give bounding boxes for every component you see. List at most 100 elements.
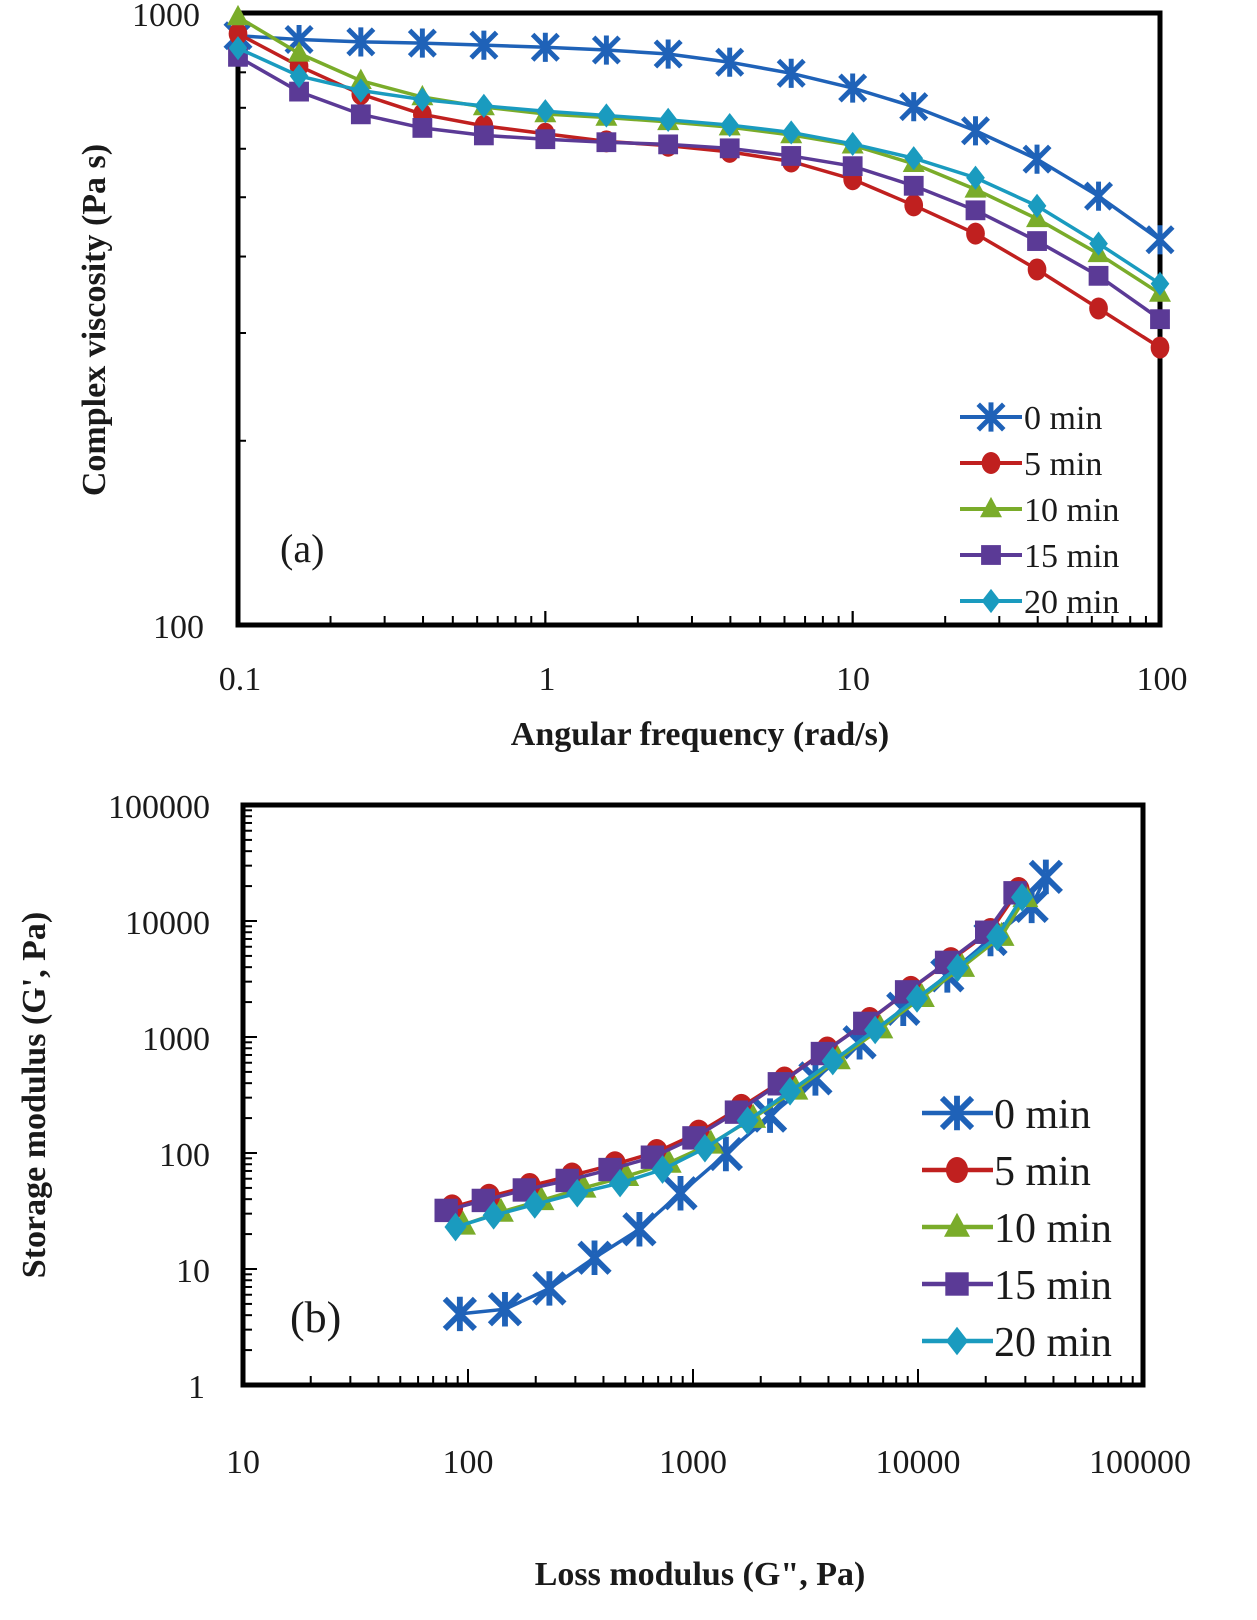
panel-b-point (532, 1271, 567, 1306)
legend-marker-icon (945, 1157, 969, 1183)
panel-a-point (473, 125, 494, 146)
panel-a-ticks (237, 40, 1161, 625)
panel-b-legend-item: 10 min (922, 1206, 1112, 1252)
panel-a-point (1027, 258, 1047, 281)
panel-a-point (904, 194, 924, 217)
panel-b-series-0-min (442, 859, 1063, 1332)
panel-b-ytick-label-100: 100 (159, 1137, 210, 1174)
legend-label: 15 min (1024, 538, 1119, 575)
panel-a-line-20-min (237, 46, 1161, 286)
panel-a-y-axis-title: Complex viscosity (Pa s) (76, 144, 113, 496)
panel-b-point (798, 1061, 833, 1096)
panel-a-point (776, 58, 806, 88)
panel-a-legend-item: 15 min (960, 538, 1119, 575)
panel-b-legend-item: 5 min (922, 1149, 1091, 1195)
panel-b-point (512, 1178, 537, 1202)
legend-marker-icon (980, 496, 1002, 518)
panel-a-chart: 1000 100 0.1 1 10 100 Angular frequency … (76, 0, 1188, 753)
legend-marker-icon (981, 452, 1001, 474)
panel-a-point (535, 129, 556, 150)
panel-a-point (351, 78, 371, 103)
legend-label: 15 min (994, 1263, 1112, 1309)
panel-a-point (413, 87, 432, 112)
panel-b-point (864, 1015, 887, 1045)
panel-a-point (284, 24, 314, 55)
panel-a-point (838, 73, 868, 103)
panel-a-point (597, 103, 616, 128)
panel-a-point (719, 138, 740, 159)
legend-marker-icon (976, 402, 1006, 432)
panel-a-series (223, 4, 1175, 359)
panel-a-point (289, 63, 309, 89)
panel-b-point (434, 1198, 458, 1223)
panel-b-ytick-label-10000: 10000 (125, 905, 210, 942)
panel-a-series-0-min (223, 21, 1175, 255)
panel-a-legend-item: 20 min (960, 584, 1119, 621)
panel-a-xtick-label-100: 100 (1137, 661, 1188, 698)
panel-a-point (1145, 225, 1175, 255)
panel-b-ytick-label-1000: 1000 (142, 1021, 210, 1058)
panel-a-legend-item: 5 min (960, 446, 1102, 483)
panel-a-point (407, 28, 437, 58)
panel-a-point (842, 156, 863, 177)
panel-b-ytick-label-1: 1 (188, 1369, 205, 1406)
panel-a-point (903, 175, 924, 196)
panel-b-legend-item: 15 min (922, 1263, 1112, 1309)
panel-b-point (444, 1212, 467, 1242)
panel-a-point (1150, 336, 1170, 359)
panel-b-line-0-min (459, 876, 1048, 1316)
panel-b-point (905, 984, 929, 1013)
panel-a-point (469, 30, 499, 60)
panel-a-point (596, 132, 617, 153)
panel-a-point (1089, 231, 1108, 256)
panel-a-point (1150, 309, 1170, 330)
legend-marker-icon (981, 588, 1001, 614)
panel-a-xtick-label-10: 10 (836, 661, 870, 698)
panel-a-point (1089, 297, 1108, 320)
panel-a-point (658, 107, 678, 132)
panel-b-line-10-min (462, 896, 1027, 1227)
panel-b-point (693, 1133, 716, 1163)
panel-b-point (442, 1296, 477, 1332)
panel-b-point (482, 1201, 505, 1230)
panel-b-y-axis-title: Storage modulus (G', Pa) (16, 912, 53, 1278)
panel-b-series (434, 859, 1063, 1332)
panel-b-point (752, 1098, 788, 1133)
panel-a-line-0-min (237, 33, 1162, 242)
legend-marker-icon (945, 1272, 969, 1296)
panel-a-label: (a) (280, 526, 324, 571)
panel-b-point (487, 1292, 523, 1327)
panel-b-point (946, 953, 969, 983)
panel-b-point (651, 1155, 674, 1184)
panel-a-point (535, 99, 555, 124)
panel-b-point (986, 922, 1009, 952)
panel-a-xtick-label-1: 1 (539, 661, 556, 698)
panel-a-point (843, 131, 863, 157)
panel-a-point (715, 47, 745, 77)
panel-a-xtick-label-0.1: 0.1 (219, 661, 262, 698)
panel-a-legend: 0 min 5 min 10 min 15 min 20 min (960, 400, 1119, 621)
legend-label: 5 min (1024, 446, 1102, 483)
panel-b-xtick-label-1000: 1000 (659, 1444, 727, 1481)
panel-a-point (1027, 231, 1047, 251)
panel-b-point (622, 1212, 657, 1247)
panel-a-plot-frame (235, 10, 1163, 628)
panel-a-legend-item: 10 min (960, 492, 1119, 529)
panel-a-point (966, 165, 985, 190)
panel-b-point (609, 1168, 632, 1198)
panel-a-point (781, 146, 802, 166)
panel-a-line-10-min (237, 15, 1161, 296)
panel-b-ytick-label-10: 10 (176, 1253, 210, 1290)
panel-a-line-15-min (237, 55, 1162, 321)
panel-b-xtick-label-100000: 100000 (1089, 1444, 1191, 1481)
panel-a-point (474, 93, 494, 119)
legend-marker-icon (981, 545, 1001, 565)
legend-label: 20 min (994, 1320, 1112, 1366)
panel-b-ytick-label-100000: 100000 (108, 789, 210, 826)
panel-b-point (1010, 883, 1034, 912)
legend-marker-icon (939, 1095, 975, 1131)
panel-a-point (653, 39, 683, 69)
panel-b-point (821, 1046, 844, 1076)
panel-a-x-axis-title: Angular frequency (rad/s) (511, 716, 889, 753)
